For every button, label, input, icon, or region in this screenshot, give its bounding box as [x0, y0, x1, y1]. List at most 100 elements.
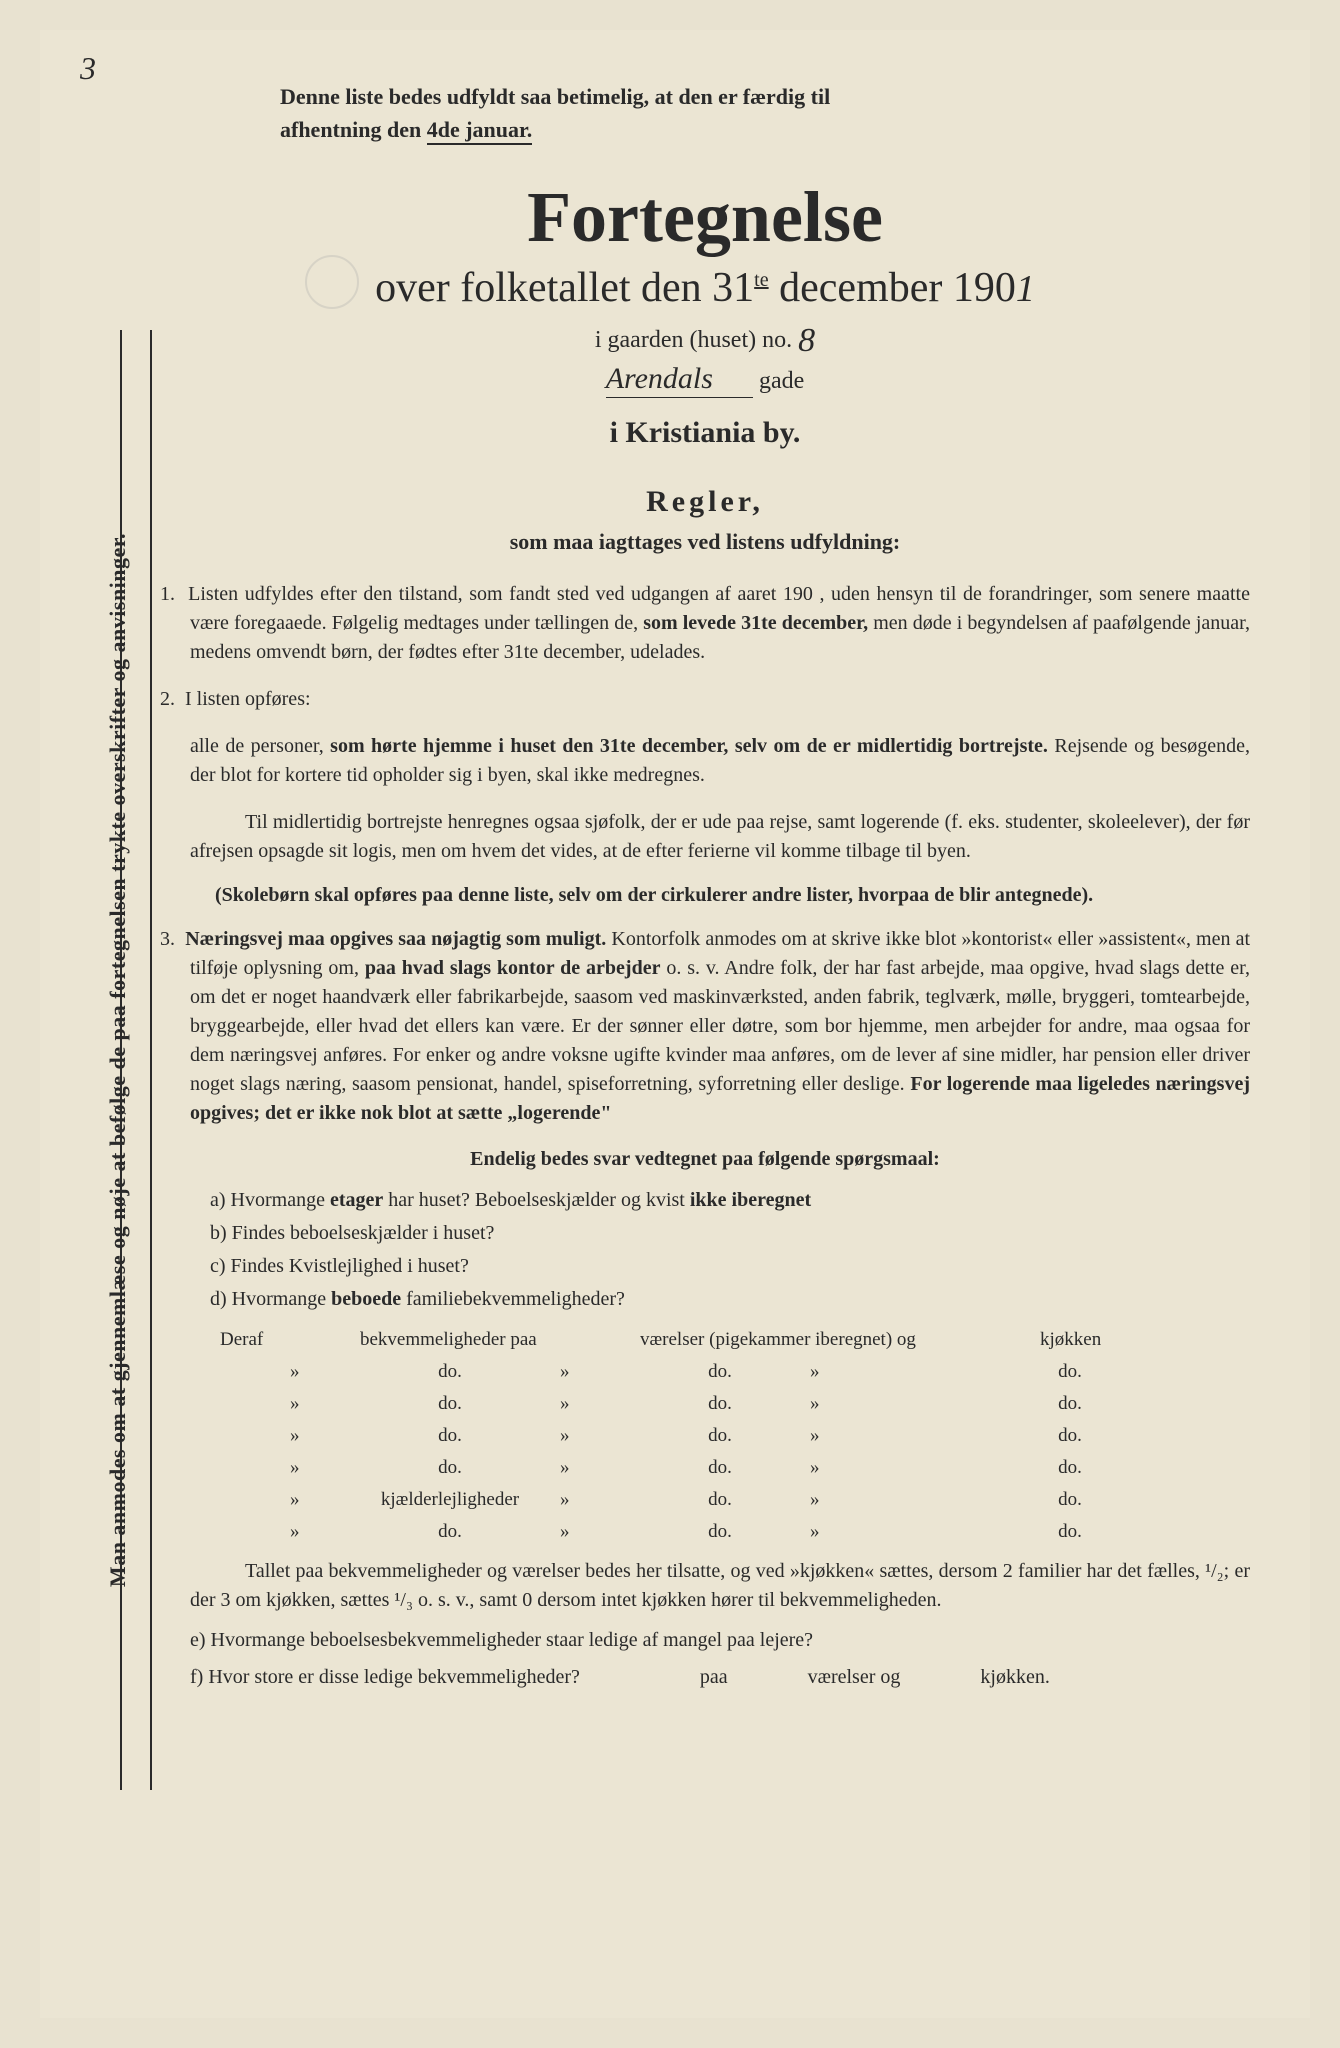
corner-mark: 3 [80, 50, 96, 87]
tc-quote: » [290, 1457, 340, 1479]
tc-quote: » [810, 1457, 1010, 1479]
rule-2-p1-bold: som hørte hjemme i huset den 31te decemb… [330, 735, 1048, 757]
table-row: » do. » do. » do. [220, 1425, 1250, 1447]
tc-do: do. [1010, 1521, 1130, 1543]
tc-do: do. [630, 1489, 810, 1511]
rule-2-num: 2. [160, 688, 175, 710]
gaard-line: i gaarden (huset) no. 8 [160, 322, 1250, 360]
rule-2-p1: alle de personer, som hørte hjemme i hus… [160, 732, 1250, 790]
qd-bold: beboede [331, 1288, 401, 1310]
qf-a: f) Hvor store er disse ledige bekvemmeli… [190, 1666, 580, 1688]
rule-2-p3: (Skolebørn skal opføres paa denne liste,… [160, 881, 1250, 910]
tc-quote: » [560, 1489, 630, 1511]
tc-do: do. [630, 1361, 810, 1383]
title-sub-post: december 190 [769, 265, 1016, 311]
rule-2-p2: Til midlertidig bortrejste henregnes ogs… [160, 808, 1250, 866]
table-row: » kjælderlejligheder » do. » do. [220, 1489, 1250, 1511]
rule-2-p1a: alle de personer, [190, 735, 330, 757]
house-number: 8 [798, 322, 815, 359]
qa-bold2: ikke iberegnet [690, 1189, 811, 1211]
qf-b: paa [700, 1666, 728, 1688]
tc-quote: » [810, 1425, 1010, 1447]
rule-2: 2. I listen opføres: [160, 685, 1250, 714]
question-f: f) Hvor store er disse ledige bekvemmeli… [160, 1666, 1250, 1689]
th-bek: bekvemmeligheder paa [360, 1329, 640, 1351]
tc-do: do. [1010, 1489, 1130, 1511]
th-vaer: værelser (pigekammer iberegnet) og [640, 1329, 1040, 1351]
qa-2: har huset? Beboelseskjælder og kvist [383, 1189, 690, 1211]
tc-do: do. [340, 1457, 560, 1479]
tc-quote: » [810, 1489, 1010, 1511]
title-sub-sup: te [754, 269, 768, 291]
tc-do: do. [630, 1457, 810, 1479]
stamp-circle [305, 255, 359, 309]
question-b: b) Findes beboelseskjælder i huset? [160, 1222, 1250, 1245]
tc-quote: » [560, 1521, 630, 1543]
tc-do: do. [1010, 1425, 1130, 1447]
tc-quote: » [290, 1489, 340, 1511]
sidebar-instruction: Man anmodes om at gjennemlæse og nøje at… [105, 310, 131, 1810]
rule-2-intro: I listen opføres: [185, 688, 311, 710]
top-instruction-line1: Denne liste bedes udfyldt saa betimelig,… [280, 84, 830, 109]
gade-label: gade [759, 368, 804, 394]
tc-do: do. [340, 1361, 560, 1383]
question-c: c) Findes Kvistlejlighed i huset? [160, 1255, 1250, 1278]
question-d: d) Hvormange beboede familiebekvemmeligh… [160, 1288, 1250, 1311]
qa-bold: etager [330, 1189, 383, 1211]
tc-do: do. [1010, 1393, 1130, 1415]
rule-1-num: 1. [160, 583, 175, 605]
gaard-label: i gaarden (huset) no. [595, 327, 792, 353]
th-deraf: Deraf [220, 1329, 360, 1351]
qf-d: kjøkken. [980, 1666, 1049, 1688]
question-a: a) Hvormange etager har huset? Beboelses… [160, 1189, 1250, 1212]
rule-1-bold: som levede 31te december, [643, 612, 868, 634]
tc-quote: » [560, 1425, 630, 1447]
table-row: » do. » do. » do. [220, 1361, 1250, 1383]
tc-kjaelder: kjælderlejligheder [340, 1489, 560, 1511]
title-sub-pre: over folketallet den 31 [375, 265, 754, 311]
tc-quote: » [560, 1457, 630, 1479]
tc-quote: » [290, 1425, 340, 1447]
tc-do: do. [340, 1425, 560, 1447]
bottom-para: Tallet paa bekvemmeligheder og værelser … [160, 1557, 1250, 1615]
tc-quote: » [810, 1521, 1010, 1543]
tc-quote: » [560, 1393, 630, 1415]
tc-quote: » [290, 1521, 340, 1543]
tc-do: do. [630, 1521, 810, 1543]
tc-do: do. [1010, 1457, 1130, 1479]
tc-quote: » [810, 1361, 1010, 1383]
city-line: i Kristiania by. [160, 416, 1250, 450]
top-instruction-date: 4de januar. [427, 117, 533, 145]
rules-subtitle: som maa iagttages ved listens udfyldning… [160, 529, 1250, 555]
tc-do: do. [340, 1393, 560, 1415]
table-row: » do. » do. » do. [220, 1457, 1250, 1479]
tc-quote: » [290, 1393, 340, 1415]
rule-3-bold1: Næringsvej maa opgives saa nøjagtig som … [185, 928, 606, 950]
street-name: Arendals [606, 362, 753, 398]
rule-3: 3. Næringsvej maa opgives saa nøjagtig s… [160, 925, 1250, 1128]
title-main: Fortegnelse [160, 176, 1250, 259]
qd-2: familiebekvemmeligheder? [401, 1288, 625, 1310]
table-row: » do. » do. » do. [220, 1521, 1250, 1543]
top-instruction: Denne liste bedes udfyldt saa betimelig,… [280, 80, 1190, 146]
rules-title: Regler, [160, 485, 1250, 519]
table-row: » do. » do. » do. [220, 1393, 1250, 1415]
sidebar-rule-right [150, 330, 152, 1790]
questions-header: Endelig bedes svar vedtegnet paa følgend… [160, 1148, 1250, 1171]
question-e: e) Hvormange beboelsesbekvemmeligheder s… [160, 1629, 1250, 1652]
qd-1: d) Hvormange [210, 1288, 331, 1310]
rule-3-num: 3. [160, 928, 175, 950]
tc-quote: » [290, 1361, 340, 1383]
tc-quote: » [810, 1393, 1010, 1415]
table-header: Deraf bekvemmeligheder paa værelser (pig… [220, 1329, 1250, 1351]
th-kjok: kjøkken [1040, 1329, 1180, 1351]
tc-do: do. [340, 1521, 560, 1543]
tc-do: do. [630, 1425, 810, 1447]
qa-1: a) Hvormange [210, 1189, 330, 1211]
rule-1: 1. Listen udfyldes efter den tilstand, s… [160, 580, 1250, 667]
top-instruction-line2a: afhentning den [280, 117, 421, 142]
tc-do: do. [630, 1393, 810, 1415]
tc-do: do. [1010, 1361, 1130, 1383]
rule-3-bold2: paa hvad slags kontor de arbejder [365, 957, 661, 979]
table-area: Deraf bekvemmeligheder paa værelser (pig… [220, 1329, 1250, 1543]
